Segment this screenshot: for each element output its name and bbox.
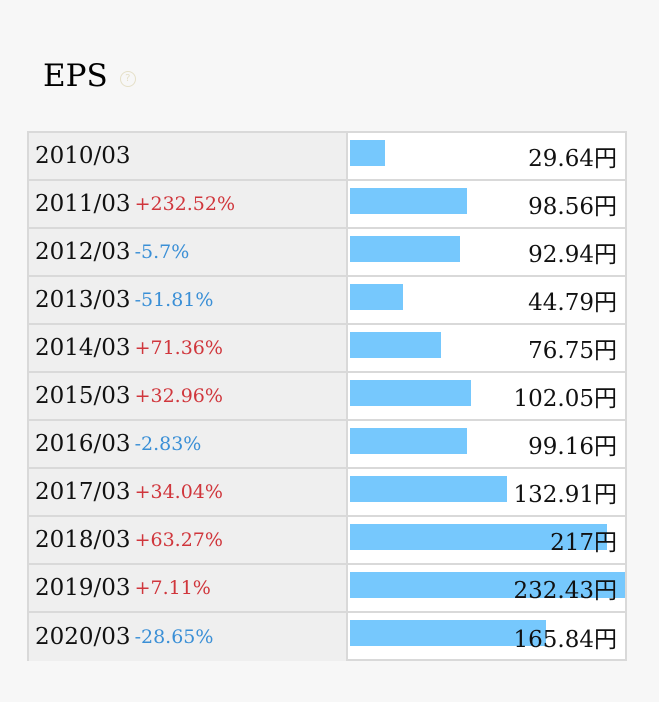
value-label: 44.79円 (528, 290, 617, 316)
eps-bar (350, 428, 467, 454)
table-row: 2010/03 29.64円 (29, 133, 625, 181)
row-label-cell: 2016/03 -2.83% (29, 421, 348, 467)
value-label: 217円 (550, 530, 617, 556)
change-percent: -28.65% (134, 626, 214, 648)
eps-bar (350, 236, 460, 262)
period-label: 2010/03 (35, 143, 131, 169)
value-label: 99.16円 (528, 434, 617, 460)
change-percent: +7.11% (134, 577, 211, 599)
eps-bar (350, 572, 625, 598)
table-row: 2014/03 +71.36% 76.75円 (29, 325, 625, 373)
table-row: 2019/03 +7.11% 232.43円 (29, 565, 625, 613)
row-label-cell: 2015/03 +32.96% (29, 373, 348, 419)
value-label: 132.91円 (513, 482, 617, 508)
period-label: 2011/03 (35, 191, 131, 217)
eps-bar (350, 188, 467, 214)
bar-cell: 102.05円 (350, 373, 625, 419)
eps-bar (350, 332, 441, 358)
change-percent: +34.04% (134, 481, 223, 503)
section-title: EPS ? (43, 56, 136, 96)
eps-bar (350, 476, 507, 502)
period-label: 2014/03 (35, 335, 131, 361)
row-label-cell: 2019/03 +7.11% (29, 565, 348, 611)
row-label-cell: 2013/03 -51.81% (29, 277, 348, 323)
change-percent: +63.27% (134, 529, 223, 551)
row-label-cell: 2011/03 +232.52% (29, 181, 348, 227)
bar-cell: 92.94円 (350, 229, 625, 275)
table-row: 2015/03 +32.96% 102.05円 (29, 373, 625, 421)
title-text: EPS (43, 58, 108, 94)
bar-cell: 44.79円 (350, 277, 625, 323)
value-label: 76.75円 (528, 338, 617, 364)
row-label-cell: 2018/03 +63.27% (29, 517, 348, 563)
row-label-cell: 2010/03 (29, 133, 348, 179)
value-label: 29.64円 (528, 146, 617, 172)
period-label: 2018/03 (35, 527, 131, 553)
period-label: 2015/03 (35, 383, 131, 409)
change-percent: -2.83% (134, 433, 202, 455)
change-percent: +32.96% (134, 385, 223, 407)
eps-bar (350, 380, 471, 406)
table-row: 2020/03 -28.65% 165.84円 (29, 613, 625, 661)
bar-cell: 98.56円 (350, 181, 625, 227)
eps-bar (350, 284, 403, 310)
eps-bar (350, 140, 385, 166)
bar-cell: 76.75円 (350, 325, 625, 371)
table-row: 2012/03 -5.7% 92.94円 (29, 229, 625, 277)
period-label: 2017/03 (35, 479, 131, 505)
table-row: 2016/03 -2.83% 99.16円 (29, 421, 625, 469)
period-label: 2012/03 (35, 239, 131, 265)
value-label: 165.84円 (513, 627, 617, 653)
table-row: 2018/03 +63.27% 217円 (29, 517, 625, 565)
table-row: 2011/03 +232.52% 98.56円 (29, 181, 625, 229)
period-label: 2019/03 (35, 575, 131, 601)
row-label-cell: 2014/03 +71.36% (29, 325, 348, 371)
bar-cell: 99.16円 (350, 421, 625, 467)
change-percent: +71.36% (134, 337, 223, 359)
change-percent: -5.7% (134, 241, 190, 263)
row-label-cell: 2020/03 -28.65% (29, 613, 348, 661)
period-label: 2020/03 (35, 624, 131, 650)
change-percent: +232.52% (134, 193, 236, 215)
question-circle-icon[interactable]: ? (119, 71, 136, 87)
value-label: 92.94円 (528, 242, 617, 268)
bar-cell: 232.43円 (350, 565, 625, 611)
bar-cell: 165.84円 (350, 613, 625, 661)
row-label-cell: 2017/03 +34.04% (29, 469, 348, 515)
eps-bar-table: 2010/03 29.64円 2011/03 +232.52% 98.56円 2012/0… (27, 131, 627, 661)
period-label: 2013/03 (35, 287, 131, 313)
table-row: 2017/03 +34.04% 132.91円 (29, 469, 625, 517)
table-row: 2013/03 -51.81% 44.79円 (29, 277, 625, 325)
eps-bar (350, 620, 546, 646)
eps-bar (350, 524, 607, 550)
value-label: 232.43円 (513, 578, 617, 604)
value-label: 102.05円 (513, 386, 617, 412)
bar-cell: 29.64円 (350, 133, 625, 179)
bar-cell: 132.91円 (350, 469, 625, 515)
value-label: 98.56円 (528, 194, 617, 220)
row-label-cell: 2012/03 -5.7% (29, 229, 348, 275)
change-percent: -51.81% (134, 289, 214, 311)
period-label: 2016/03 (35, 431, 131, 457)
bar-cell: 217円 (350, 517, 625, 563)
